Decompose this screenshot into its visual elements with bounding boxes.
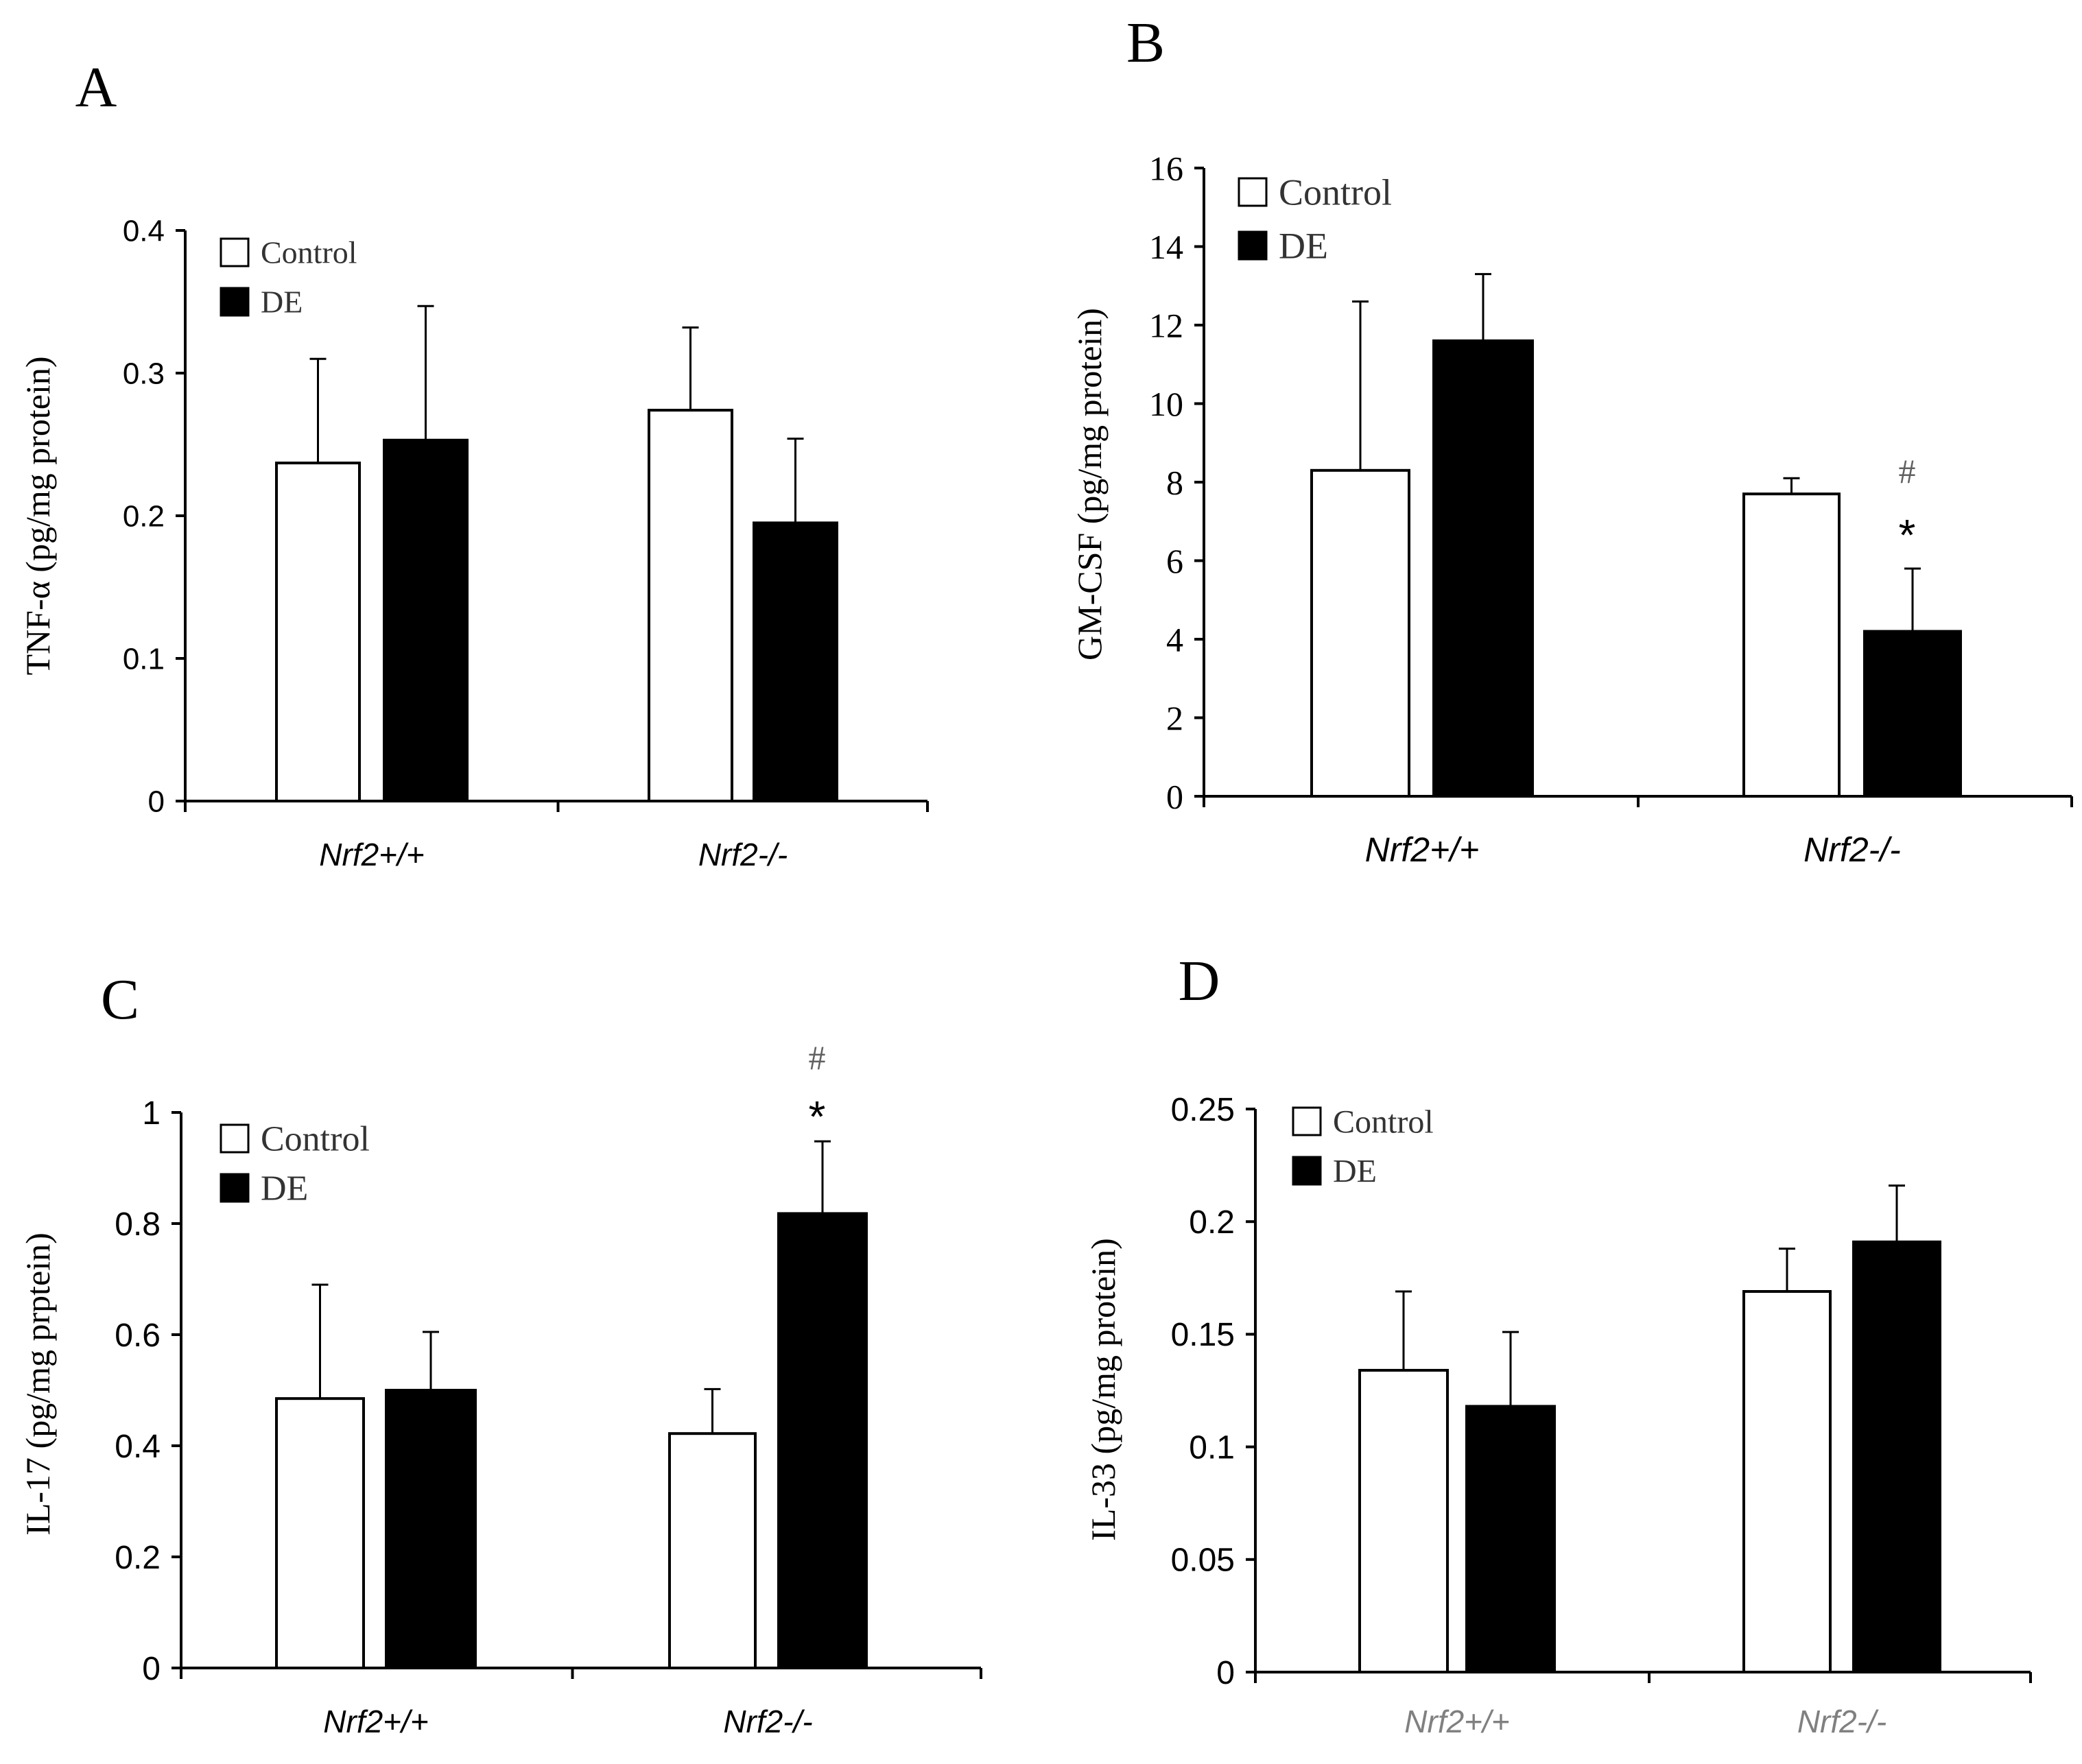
bar-de: [1863, 630, 1962, 798]
y-tick-label: 0.2: [123, 499, 165, 533]
bar-control: [648, 409, 733, 802]
y-tick-label: 10: [1149, 385, 1183, 423]
category-label: Nrf2+/+: [323, 1704, 428, 1739]
y-tick-label: 16: [1149, 150, 1183, 188]
y-tick-label: 14: [1149, 228, 1183, 266]
y-tick-label: 0.4: [115, 1429, 161, 1465]
significance-hash: #: [809, 1038, 826, 1077]
significance-star: *: [1899, 510, 1916, 560]
legend-label-de: DE: [1333, 1153, 1377, 1189]
legend-swatch-control: [1292, 1106, 1322, 1136]
legend-label-control: Control: [1279, 171, 1392, 213]
bar-de: [753, 521, 838, 803]
category-label: Nrf2-/-: [698, 837, 788, 872]
y-tick-label: 0: [1166, 778, 1183, 816]
y-axis-label: IL-33 (pg/mg protein): [1084, 1238, 1122, 1541]
y-tick-label: 0.6: [115, 1318, 161, 1354]
bar-de: [1465, 1405, 1556, 1674]
significance-hash: #: [1899, 452, 1916, 490]
bar-control: [668, 1432, 757, 1669]
bar-de: [1432, 339, 1534, 798]
category-label: Nrf2-/-: [1803, 831, 1901, 869]
bar-de: [777, 1212, 868, 1670]
y-tick-label: 0.2: [115, 1540, 161, 1576]
significance-star: *: [809, 1092, 826, 1141]
y-axis-label: GM-CSF (pg/mg protein): [1070, 308, 1109, 660]
bar-control: [1742, 1290, 1832, 1673]
y-tick-label: 0.1: [1189, 1429, 1235, 1466]
legend-label-de: DE: [261, 285, 303, 320]
bar-de: [1852, 1240, 1941, 1673]
panel-c: C 0 0.2 0.4 0.6 0.8 1 IL-17 (pg/mg prptein) Nrf2…: [19, 968, 982, 1739]
y-tick-label: 12: [1149, 307, 1183, 345]
panel-b: B 0 2 4 6 8 10 12 14 16 GM-CSF (pg/mg protein) Nrf2…: [1070, 11, 2073, 869]
y-tick-label: 1: [142, 1095, 161, 1132]
y-tick-label: 0.8: [115, 1206, 161, 1243]
y-tick-label: 0: [1216, 1655, 1235, 1691]
bar-de: [383, 438, 469, 802]
y-tick-label: 0.1: [123, 642, 165, 676]
legend-label-de: DE: [1279, 225, 1328, 266]
y-tick-label: 0.25: [1171, 1092, 1235, 1128]
category-label: Nrf2-/-: [1797, 1704, 1886, 1739]
y-tick-label: 0: [148, 785, 165, 818]
legend-swatch-de: [220, 1173, 250, 1203]
category-label: Nrf2+/+: [1404, 1704, 1509, 1739]
legend-swatch-de: [1292, 1156, 1322, 1186]
bar-control: [1358, 1368, 1449, 1673]
panel-letter: A: [75, 56, 117, 119]
legend-label-control: Control: [261, 235, 357, 270]
y-tick-label: 0.15: [1171, 1317, 1235, 1353]
panel-a: A 0 0.1 0.2 0.3 0.4 TNF-α (pg/mg protein) Nrf2+…: [19, 56, 929, 872]
y-tick-label: 2: [1166, 699, 1183, 737]
legend-swatch-de: [1238, 230, 1268, 261]
legend-label-control: Control: [261, 1120, 370, 1159]
y-axis-label: TNF-α (pg/mg protein): [19, 356, 57, 675]
y-tick-label: 6: [1166, 542, 1183, 580]
bar-control: [275, 462, 361, 802]
category-label: Nrf2-/-: [723, 1704, 812, 1739]
y-tick-label: 0.2: [1189, 1204, 1235, 1241]
bar-control: [275, 1397, 365, 1670]
legend-label-control: Control: [1333, 1104, 1434, 1140]
bar-control: [1742, 492, 1841, 798]
bar-control: [1310, 468, 1410, 798]
legend-label-de: DE: [261, 1169, 308, 1208]
panel-letter: C: [101, 968, 139, 1032]
category-label: Nrf2+/+: [319, 837, 424, 872]
y-axis-label: IL-17 (pg/mg prptein): [19, 1232, 57, 1536]
panel-d: D 0 0.05 0.1 0.15 0.2 0.25 IL-33 (pg/mg protein…: [1084, 949, 2032, 1739]
y-tick-label: 0.4: [123, 214, 165, 248]
y-tick-label: 0: [142, 1651, 161, 1687]
panel-letter: D: [1179, 949, 1220, 1013]
panel-letter: B: [1126, 11, 1165, 75]
legend-swatch-control: [220, 237, 250, 267]
legend-swatch-de: [220, 287, 250, 317]
y-tick-label: 8: [1166, 464, 1183, 502]
y-tick-label: 4: [1166, 621, 1183, 659]
legend-swatch-control: [1238, 177, 1268, 207]
legend-swatch-control: [220, 1123, 250, 1154]
category-label: Nrf2+/+: [1365, 831, 1480, 869]
y-tick-label: 0.05: [1171, 1542, 1235, 1579]
bar-de: [385, 1389, 477, 1669]
y-tick-label: 0.3: [123, 357, 165, 390]
